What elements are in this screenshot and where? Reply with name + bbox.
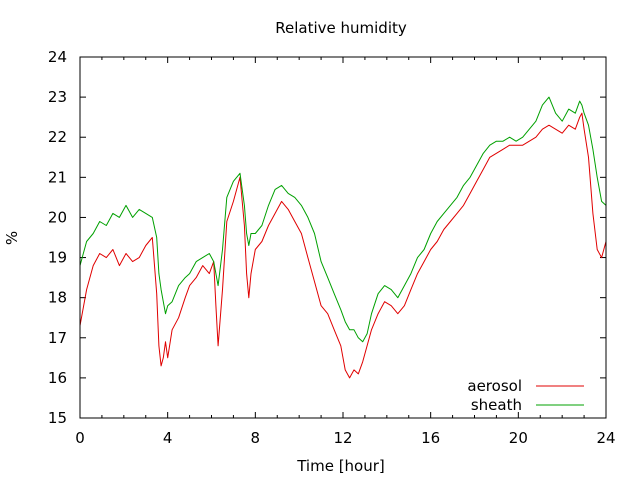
y-tick-label: 21 [48, 168, 67, 186]
y-tick-label: 15 [48, 409, 67, 427]
series-line-sheath [79, 96, 607, 343]
y-tick-label: 17 [48, 329, 67, 347]
x-tick-label: 16 [421, 429, 440, 447]
y-tick-label: 23 [48, 88, 67, 106]
y-tick-label: 18 [48, 289, 67, 307]
chart-title: Relative humidity [275, 19, 407, 37]
y-tick-label: 22 [48, 128, 67, 146]
y-tick-label: 19 [48, 249, 67, 267]
x-axis-label: Time [hour] [296, 457, 385, 475]
series-lines [79, 96, 607, 379]
y-tick-label: 16 [48, 369, 67, 387]
axis-ticks [79, 56, 607, 419]
x-tick-label: 0 [75, 429, 85, 447]
y-tick-label: 20 [48, 208, 67, 226]
x-tick-label: 20 [509, 429, 528, 447]
series-line-aerosol [79, 112, 607, 379]
y-tick-label: 24 [48, 48, 67, 66]
y-axis-label: % [3, 231, 21, 245]
x-tick-label: 4 [163, 429, 173, 447]
x-tick-label: 24 [596, 429, 615, 447]
x-tick-label: 8 [251, 429, 261, 447]
x-tick-label: 12 [333, 429, 352, 447]
legend-label-aerosol: aerosol [467, 377, 522, 395]
plot-frame [79, 56, 607, 419]
legend-label-sheath: sheath [471, 396, 522, 414]
tick-labels: 15 16 17 18 19 20 21 22 23 24 0 4 8 12 16 20 24 [48, 48, 616, 447]
